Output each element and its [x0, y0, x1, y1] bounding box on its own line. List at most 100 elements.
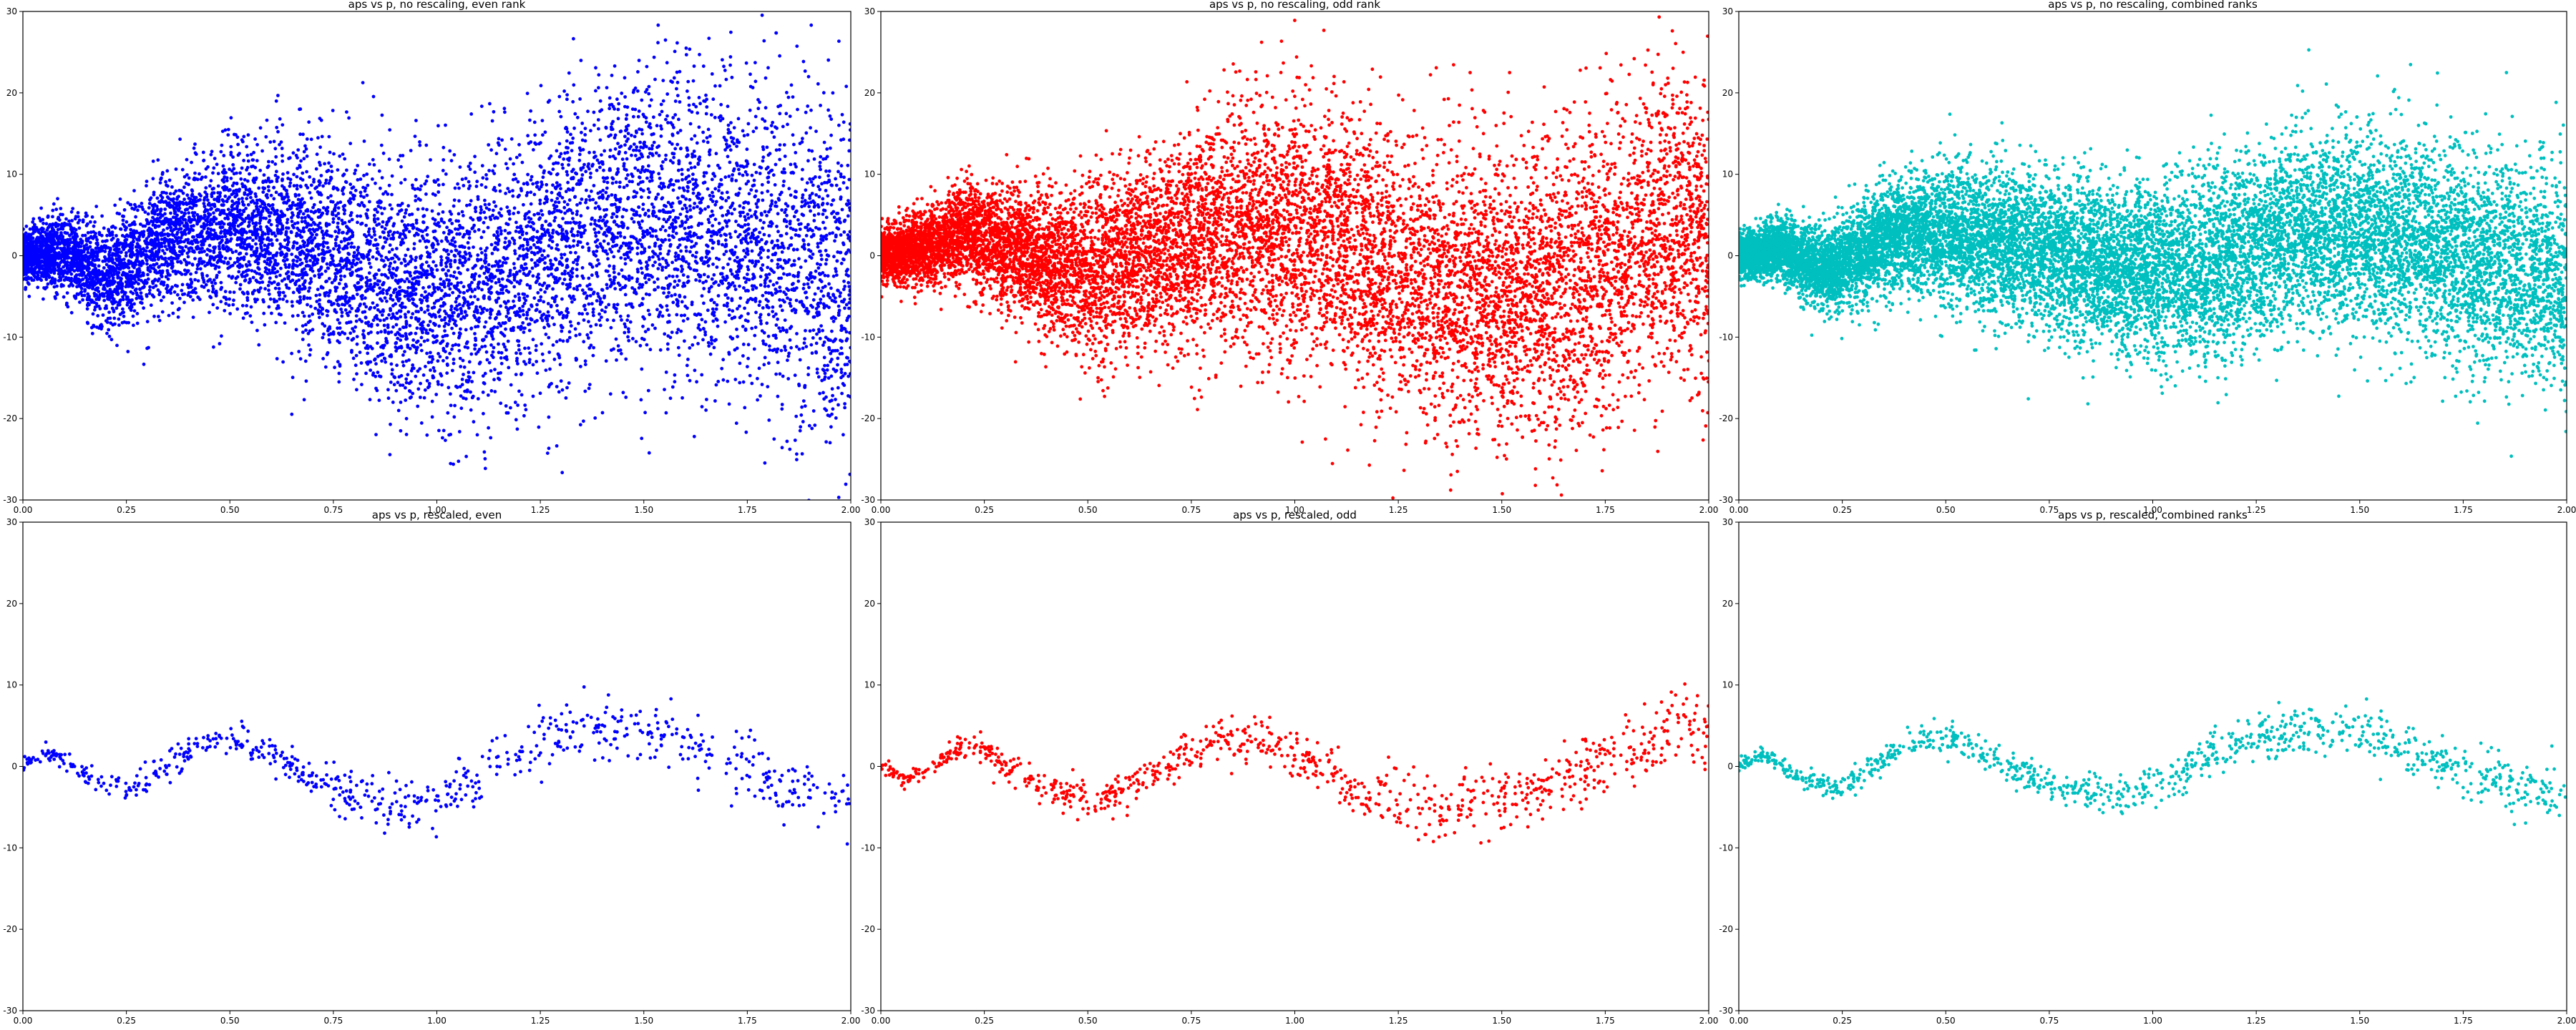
scatter-point	[550, 246, 554, 250]
scatter-point	[303, 359, 308, 363]
scatter-point	[122, 298, 125, 302]
scatter-point	[780, 250, 784, 254]
scatter-point	[234, 250, 238, 253]
scatter-point	[538, 216, 542, 220]
scatter-point	[772, 437, 776, 441]
scatter-point	[525, 317, 529, 320]
scatter-point	[501, 260, 505, 265]
scatter-point	[805, 295, 809, 300]
scatter-point	[132, 323, 135, 328]
scatter-point	[710, 72, 714, 76]
scatter-point	[193, 257, 197, 260]
scatter-point	[696, 342, 700, 345]
scatter-point	[595, 249, 599, 253]
scatter-point	[521, 292, 525, 296]
scatter-point	[51, 215, 54, 219]
scatter-point	[468, 184, 472, 188]
scatter-point	[160, 195, 165, 200]
scatter-point	[458, 250, 462, 254]
scatter-point	[296, 246, 299, 250]
scatter-point	[554, 268, 558, 272]
scatter-point	[668, 396, 673, 401]
scatter-point	[304, 147, 308, 151]
scatter-point	[688, 122, 693, 126]
scatter-point	[711, 319, 716, 323]
scatter-point	[736, 223, 741, 227]
scatter-point	[366, 331, 371, 335]
scatter-point	[302, 149, 306, 154]
scatter-point	[532, 212, 537, 217]
scatter-point	[689, 166, 693, 170]
scatter-point	[760, 13, 764, 17]
scatter-point	[406, 373, 410, 377]
scatter-point	[659, 182, 663, 185]
scatter-point	[656, 254, 660, 258]
scatter-point	[614, 180, 618, 185]
scatter-point	[368, 162, 371, 167]
scatter-point	[696, 235, 700, 240]
scatter-point	[655, 308, 659, 312]
scatter-point	[516, 180, 520, 184]
scatter-point	[711, 307, 715, 311]
scatter-point	[583, 389, 587, 393]
scatter-point	[794, 414, 799, 418]
scatter-point	[525, 294, 530, 298]
scatter-point	[503, 110, 507, 114]
scatter-point	[578, 97, 582, 101]
scatter-point	[656, 23, 660, 27]
scatter-point	[338, 278, 343, 282]
scatter-point	[678, 69, 682, 74]
scatter-point	[345, 231, 349, 235]
scatter-point	[264, 194, 268, 197]
scatter-point	[829, 425, 833, 429]
scatter-point	[509, 280, 514, 285]
scatter-point	[600, 193, 605, 197]
scatter-point	[847, 306, 851, 310]
scatter-point	[664, 411, 668, 415]
scatter-point	[562, 157, 566, 161]
scatter-point	[364, 296, 367, 300]
scatter-point	[585, 206, 590, 210]
scatter-point	[640, 132, 644, 136]
scatter-point	[474, 210, 478, 214]
scatter-point	[240, 166, 244, 170]
scatter-point	[848, 288, 851, 292]
scatter-point	[848, 122, 851, 126]
scatter-point	[588, 175, 592, 180]
scatter-point	[386, 276, 390, 280]
scatter-point	[484, 206, 489, 210]
scatter-point	[736, 273, 740, 277]
scatter-point	[675, 94, 680, 98]
scatter-point	[210, 280, 214, 285]
scatter-point	[806, 373, 810, 377]
scatter-point	[145, 293, 149, 297]
scatter-point	[787, 187, 791, 191]
scatter-point	[393, 260, 397, 264]
scatter-point	[210, 207, 213, 210]
scatter-point	[821, 197, 825, 201]
scatter-point	[76, 221, 80, 225]
scatter-point	[684, 215, 688, 218]
scatter-point	[646, 208, 650, 212]
scatter-point	[605, 286, 609, 290]
scatter-point	[355, 335, 359, 338]
scatter-point	[202, 260, 206, 264]
scatter-point	[793, 274, 796, 278]
scatter-point	[367, 233, 371, 237]
scatter-point	[648, 170, 653, 174]
scatter-point	[623, 262, 628, 266]
scatter-point	[726, 127, 731, 132]
scatter-point	[505, 278, 509, 283]
scatter-point	[531, 274, 535, 278]
scatter-point	[847, 280, 851, 285]
scatter-point	[424, 365, 427, 368]
scatter-point	[507, 190, 512, 194]
scatter-point	[255, 198, 259, 202]
scatter-point	[79, 290, 84, 294]
scatter-point	[570, 300, 574, 304]
scatter-point	[708, 238, 713, 242]
scatter-point	[375, 293, 379, 297]
scatter-point	[298, 258, 302, 262]
scatter-point	[809, 126, 812, 130]
scatter-point	[653, 252, 658, 256]
